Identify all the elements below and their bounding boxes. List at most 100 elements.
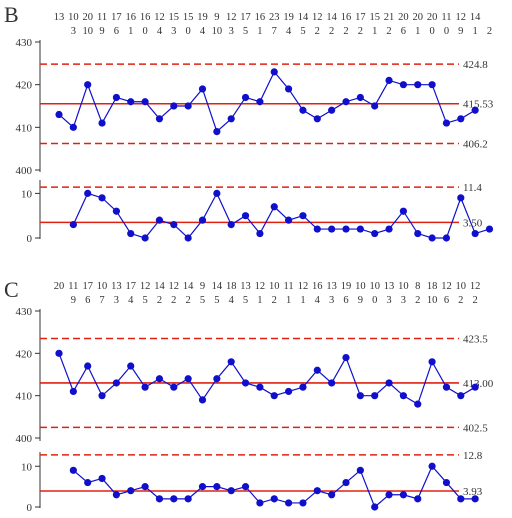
- panel-b-header-row-1-cell: 11: [97, 12, 107, 23]
- individuals-point: [299, 383, 307, 391]
- individuals-point: [414, 400, 422, 408]
- panel-b-header-row-1-cell: 12: [154, 12, 165, 23]
- individuals-point: [241, 379, 250, 387]
- panel-b-header-row-1-cell: 12: [456, 12, 467, 23]
- panel-c-mr-points: [69, 462, 479, 511]
- moving-range-point: [471, 495, 479, 503]
- panel-c-header-row-2-cell: 5: [214, 295, 219, 306]
- panel-b-center-label: 415.53: [463, 99, 494, 111]
- individuals-point: [270, 392, 278, 400]
- moving-range-point: [371, 503, 379, 511]
- individuals-point: [155, 375, 164, 383]
- individuals-point: [399, 81, 407, 89]
- panel-b-header-row-2-cell: 1: [473, 26, 478, 37]
- panel-c-header-row-1-cell: 20: [54, 281, 65, 292]
- moving-range-point: [84, 478, 92, 487]
- y-tick-label: 420: [16, 80, 33, 92]
- moving-range-point: [98, 194, 106, 202]
- panel-b-header-row-1-cell: 21: [384, 12, 395, 23]
- panel-b-header-row-2-cell: 2: [315, 26, 320, 37]
- panel-c-individuals-y-ticks: 400 410 420 430: [16, 306, 40, 445]
- panel-b-header-row-1-cell: 14: [298, 12, 309, 23]
- panel-c-header-row-1-cell: 13: [111, 281, 122, 292]
- individuals-point: [127, 362, 135, 370]
- individuals-point: [98, 119, 106, 127]
- panel-c-header-row-2-cell: 2: [157, 295, 162, 306]
- panel-b-header-row-2-cell: 3: [171, 26, 176, 37]
- moving-range-point: [84, 189, 92, 197]
- moving-range-point: [170, 495, 178, 503]
- individuals-point: [98, 392, 106, 400]
- panel-c-header-row-2-cell: 2: [272, 295, 277, 306]
- panel-c-header-row-2-cell: 2: [415, 295, 420, 306]
- y-tick-label: 430: [16, 306, 33, 318]
- panel-b-header-row-1-cell: 15: [169, 12, 180, 23]
- moving-range-point: [184, 495, 192, 503]
- panel-c-header-row-2-cell: 1: [300, 295, 305, 306]
- panel-b-header-row-2-cell: 5: [243, 26, 248, 37]
- moving-range-point: [213, 483, 221, 491]
- panel-c-header-row-2-cell: 3: [114, 295, 119, 306]
- moving-range-point: [170, 221, 178, 229]
- panel-c-header-row-2-cell: 2: [473, 295, 478, 306]
- panel-c-individuals-chart: 400 410 420 430 423.5 413.00 402.5: [16, 306, 494, 445]
- panel-b-mr-series-line: [72, 192, 490, 239]
- moving-range-point: [385, 491, 393, 499]
- moving-range-point: [457, 194, 465, 202]
- panel-b-header-row-1-cell: 12: [226, 12, 237, 23]
- moving-range-point: [471, 229, 479, 238]
- individuals-point: [184, 102, 192, 110]
- individuals-point: [112, 379, 120, 387]
- panel-c-header-row-1-cell: 12: [470, 281, 481, 292]
- individuals-point: [69, 387, 77, 396]
- panel-c-header-row-1-cell: 12: [140, 281, 151, 292]
- y-tick-label: 10: [21, 461, 33, 473]
- panel-b-header-row-1-cell: 23: [269, 12, 280, 23]
- panel-b-header-row-1-cell: 16: [255, 12, 266, 23]
- panel-c-header-row-1-cell: 14: [212, 281, 223, 292]
- individuals-point: [213, 375, 221, 383]
- panel-c-header-row-2-cell: 5: [142, 295, 147, 306]
- moving-range-point: [414, 229, 422, 238]
- panel-c-header-row-1-cell: 12: [255, 281, 266, 292]
- panel-b-header-row-1-cell: 17: [240, 12, 251, 23]
- panel-c-header-row-1-cell: 13: [384, 281, 395, 292]
- individuals-point: [342, 98, 350, 106]
- moving-range-point: [342, 225, 350, 233]
- moving-range-point: [285, 216, 293, 224]
- panel-b-header-row-2-cell: 6: [114, 26, 119, 37]
- moving-range-point: [313, 487, 321, 495]
- panel-c-header-row-1-cell: 12: [169, 281, 180, 292]
- individuals-point: [55, 349, 63, 357]
- panel-c-moving-range-chart: 0 10 12.8 3.93: [21, 450, 483, 514]
- panel-c-header-row-2-cell: 7: [99, 295, 104, 306]
- moving-range-point: [227, 487, 235, 495]
- individuals-point: [285, 85, 293, 93]
- moving-range-point: [414, 495, 422, 503]
- individuals-point: [442, 383, 451, 391]
- y-tick-label: 430: [16, 37, 33, 49]
- panel-c-header-row-2-cell: 2: [171, 295, 176, 306]
- panel-c-header-row-1-cell: 8: [415, 281, 420, 292]
- moving-range-point: [299, 499, 307, 507]
- individuals-point: [414, 81, 422, 89]
- panel-b-header-row-1-cell: 13: [54, 12, 65, 23]
- panel-c-header-row-1-cell: 10: [456, 281, 467, 292]
- panel-b-header-row-2-cell: 3: [229, 26, 234, 37]
- moving-range-point: [328, 225, 336, 233]
- individuals-point: [385, 379, 393, 387]
- panel-c-ucl-label: 423.5: [463, 334, 488, 346]
- panel-c-header-row-2-cell: 4: [128, 295, 134, 306]
- moving-range-point: [371, 229, 379, 238]
- panel-c-label: C: [4, 277, 19, 302]
- panel-c-mr-y-ticks: 0 10: [21, 461, 40, 514]
- moving-range-point: [270, 203, 278, 211]
- panel-b-header-row-1-cell: 17: [355, 12, 366, 23]
- y-tick-label: 400: [16, 165, 33, 177]
- panel-c-header-row-2-cell: 3: [386, 295, 391, 306]
- panel-b-header-row-2-cell: 7: [272, 26, 277, 37]
- panel-c-header-row-1-cell: 14: [183, 281, 194, 292]
- individuals-point: [170, 102, 178, 110]
- moving-range-point: [399, 207, 407, 215]
- panel-b-header-row-2-cell: 3: [71, 26, 76, 37]
